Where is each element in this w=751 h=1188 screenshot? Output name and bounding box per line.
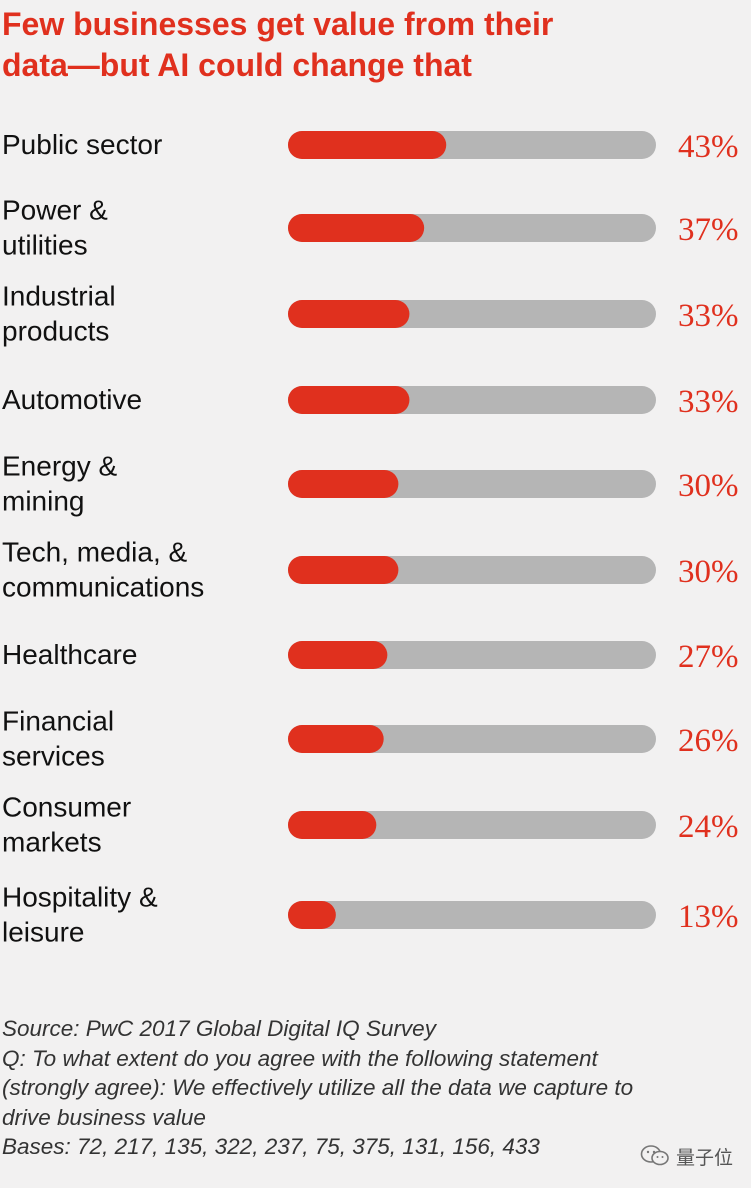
category-label-line: utilities [2,230,88,261]
category-label: Tech, media, & communications [2,537,204,603]
category-label-line: Financial [2,706,114,737]
value-label: 30% [678,468,739,504]
category-label-line: leisure [2,917,84,948]
footer-question-line-2: (strongly agree): We effectively utilize… [2,1075,634,1100]
category-label: Energy & mining [2,451,117,517]
footer-question-line-3: drive business value [2,1104,206,1130]
bar-row: Industrial products 33% [2,281,739,347]
bar-fill [288,725,384,753]
value-label: 13% [678,899,739,935]
category-label-line: mining [2,486,84,517]
bar-row: Consumer markets 24% [2,792,739,858]
category-label: Automotive [2,384,142,415]
wechat-icon [640,1145,669,1166]
category-label-line: Consumer [2,792,131,823]
bar-fill [288,556,399,584]
bar-fill [288,386,410,414]
category-label-line: Automotive [2,384,142,415]
category-label-line: Tech, media, & [2,537,188,568]
category-label-line: Hospitality & [2,882,158,913]
bar-row: Financial services 26% [2,706,739,772]
bar-fill [288,131,447,159]
category-label-line: products [2,316,109,347]
bar-row: Power & utilities 37% [2,195,739,261]
category-label: Public sector [2,129,162,160]
bar-row: Energy & mining 30% [2,451,739,517]
bar-fill [288,901,336,929]
category-label: Healthcare [2,639,137,670]
bar-row: Tech, media, & communications 30% [2,537,739,603]
value-label: 27% [678,639,739,675]
footer-question-line-1: Q: To what extent do you agree with the … [2,1045,598,1071]
watermark-text: 量子位 [676,1147,734,1169]
category-label-line: Industrial [2,281,116,312]
bar-row: Healthcare 27% [2,639,739,675]
value-label: 33% [678,384,739,420]
category-label: Industrial products [2,281,116,347]
bar-row: Public sector 43% [2,129,739,165]
category-label-line: Power & [2,195,108,226]
bar-fill [288,214,425,242]
chart-title-line-1: Few businesses get value from their [2,6,554,42]
chart-title-line-2: data—but AI could change that [2,47,472,83]
watermark: 量子位 [640,1142,733,1170]
category-label: Power & utilities [2,195,108,261]
bar-fill [288,811,377,839]
bar-track [288,811,656,839]
footer-source: Source: PwC 2017 Global Digital IQ Surve… [2,1016,436,1041]
bar-row: Hospitality & leisure 13% [2,882,739,948]
category-label-line: markets [2,827,102,858]
category-label-line: Public sector [2,129,162,160]
value-label: 24% [678,809,739,845]
value-label: 43% [678,129,739,165]
chart-title: Few businesses get value from their data… [2,4,702,86]
category-label: Consumer markets [2,792,131,858]
bar-track [288,901,656,929]
category-label-line: communications [2,572,204,603]
footer-bases: Bases: 72, 217, 135, 322, 237, 75, 375, … [2,1134,540,1159]
bar-fill [288,641,388,669]
value-label: 30% [678,554,739,590]
category-label-line: Healthcare [2,639,137,670]
value-label: 37% [678,212,739,248]
category-label-line: Energy & [2,451,117,482]
bar-fill [288,470,399,498]
category-label: Hospitality & leisure [2,882,158,948]
category-label-line: services [2,741,105,772]
value-label: 33% [678,298,739,334]
bar-row: Automotive 33% [2,384,739,420]
category-label: Financial services [2,706,114,772]
bar-fill [288,300,410,328]
value-label: 26% [678,723,739,759]
chart-footer: Source: PwC 2017 Global Digital IQ Surve… [2,1014,742,1162]
bar-chart: Public sector 43% Power & utilities 37% Indus… [2,129,739,948]
